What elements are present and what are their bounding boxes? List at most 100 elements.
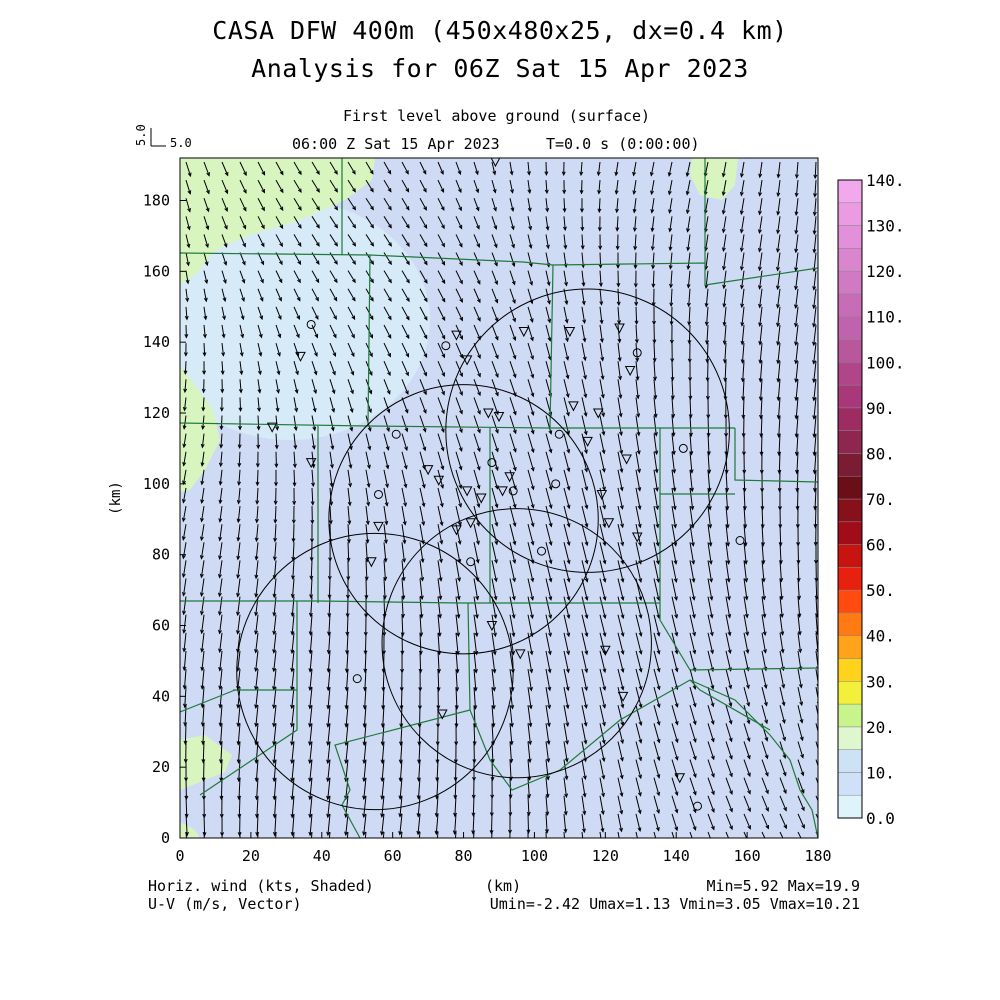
wind-arrow-head [293,445,298,450]
wind-arrow [617,777,623,797]
wind-arrow [201,650,205,671]
wind-arrow [381,813,385,835]
wind-arrow-head [387,206,392,211]
wind-arrow [759,180,763,196]
wind-arrow [795,216,799,234]
wind-arrow [436,759,439,781]
wind-arrow [689,813,697,830]
colorbar-segment [837,521,863,545]
wind-arrow [779,813,787,829]
wind-arrow-head [297,224,302,229]
station-triangle [475,493,487,504]
wind-arrow [563,831,565,838]
wind-arrow-head [728,720,733,725]
wind-arrow [779,542,782,564]
wind-arrow [221,216,228,230]
wind-arrow-head [759,451,764,457]
wind-arrow-head [475,595,480,601]
wind-arrow-head [254,759,259,765]
wind-arrow [347,342,355,357]
wind-arrow-head [638,578,643,583]
wind-arrow [760,379,763,400]
wind-arrow [671,578,678,600]
wind-arrow-head [472,741,477,746]
wind-arrow [401,179,409,192]
wind-arrow-head [201,777,206,783]
wind-arrow-head [254,667,258,673]
wind-arrow [689,777,697,795]
wind-arrow-head [686,228,690,233]
wind-arrow-head [187,190,192,195]
wind-arrow-head [546,758,551,763]
wind-arrow-head [256,444,261,450]
wind-arrow-head [489,812,494,817]
wind-arrow-head [620,650,625,656]
x-tick-label: 20 [242,847,260,865]
wind-arrow [797,741,804,758]
wind-arrow-head [632,208,637,214]
wind-arrow [437,505,443,526]
wind-arrow [668,180,673,195]
wind-arrow-head [709,596,714,601]
wind-arrow-head [758,173,763,179]
wind-arrow-head [477,335,481,341]
wind-arrow-head [602,704,607,709]
wind-arrow-head [687,339,692,345]
wind-arrow [219,687,223,708]
wind-arrow [201,632,205,652]
wind-arrow [599,306,603,324]
wind-arrow-head [402,539,407,545]
wind-arrow [202,723,205,745]
wind-arrow-head [494,354,499,360]
wind-arrow [651,198,655,213]
wind-arrow [182,560,187,577]
colorbar-segment [837,749,863,773]
station-triangle [433,475,445,486]
wind-arrow [185,831,187,838]
wind-arrow [293,216,302,229]
wind-arrow-head [512,373,517,379]
wind-arrow-head [476,243,480,249]
wind-arrow [239,379,242,393]
wind-arrow-head [708,524,713,529]
wind-arrow [491,415,499,433]
y-tick-label: 160 [143,262,170,280]
wind-arrow [293,234,302,247]
wind-arrow-head [530,429,535,435]
wind-arrow [419,179,427,192]
wind-arrow [203,216,209,230]
wind-arrow [329,161,338,175]
wind-arrow-head [205,225,210,231]
wind-arrow-head [618,394,623,400]
wind-arrow [255,596,259,616]
wind-arrow-head [294,389,299,394]
wind-arrow-head [236,759,241,764]
wind-arrow [383,487,388,506]
wind-arrow-head [184,795,189,801]
wind-arrow-head [200,480,205,486]
wind-arrow-head [272,831,277,837]
wind-arrow [743,596,748,618]
green-region-ne [690,158,738,200]
wind-arrow-head [492,687,497,692]
wind-arrow [437,650,440,673]
wind-arrow [237,741,241,763]
wind-arrow [635,451,641,473]
wind-arrow [777,379,781,401]
wind-arrow [545,795,549,815]
wind-arrow-head [423,260,428,266]
wind-arrow [635,343,638,362]
wind-arrow [779,650,784,671]
wind-arrow [185,179,191,194]
wind-arrow [599,324,603,342]
wind-arrow [237,542,241,560]
wind-arrow [617,795,623,814]
wind-arrow [599,379,604,398]
wind-arrow-head [530,467,535,472]
wind-arrow-head [452,830,457,835]
wind-arrow [545,324,551,341]
wind-arrow [329,379,335,394]
wind-arrow [311,216,320,229]
wind-arrow [347,179,356,192]
wind-arrow [778,415,781,437]
